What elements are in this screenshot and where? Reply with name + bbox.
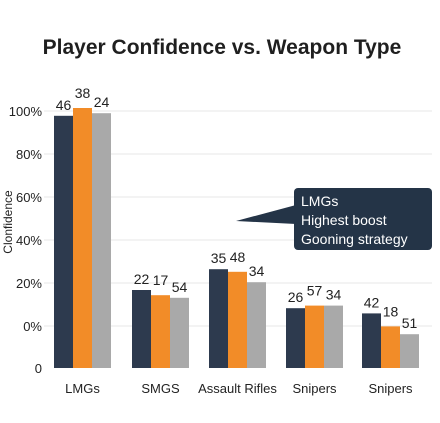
callout-line-2: Highest boost (301, 212, 387, 228)
category-label: Assault Rifles (198, 381, 277, 396)
data-label: 38 (75, 85, 91, 101)
category-label: SMGS (141, 381, 180, 396)
y-tick-label: 40% (16, 233, 42, 248)
y-tick-label: 0% (23, 319, 42, 334)
annotation-callout: LMGs Highest boost Gooning strategy (236, 188, 432, 250)
y-tick-label: 60% (16, 190, 42, 205)
bar (132, 290, 151, 368)
bar (228, 271, 247, 368)
bar (400, 334, 419, 368)
data-label: 24 (94, 94, 110, 110)
category-label: Snipers (368, 381, 413, 396)
data-label: 51 (402, 315, 418, 331)
y-axis-label: Clonfidence (1, 190, 15, 254)
bar (209, 269, 228, 368)
bar (73, 108, 92, 368)
y-tick-label: 0 (35, 361, 42, 376)
data-label: 26 (288, 289, 304, 305)
bar (170, 297, 189, 368)
bar (324, 305, 343, 368)
bar (362, 313, 381, 368)
callout-line-3: Gooning strategy (301, 231, 408, 247)
callout-pointer (236, 205, 296, 224)
category-label: LMGs (65, 381, 100, 396)
bars (54, 108, 419, 368)
callout-line-1: LMGs (301, 193, 338, 209)
data-label: 34 (326, 287, 342, 303)
data-label: 48 (230, 249, 246, 265)
bar (305, 305, 324, 368)
category-label: Snipers (292, 381, 337, 396)
category-labels: LMGs SMGS Assault Rifles Snipers Snipers (65, 381, 413, 396)
data-label: 17 (153, 272, 169, 288)
bar (286, 308, 305, 368)
data-label: 18 (383, 303, 399, 319)
chart-title: Player Confidence vs. Weapon Type (43, 36, 402, 59)
y-tick-label: 80% (16, 147, 42, 162)
callout-box (294, 188, 432, 250)
bar (54, 115, 73, 368)
bar (92, 113, 111, 368)
data-label: 57 (307, 283, 323, 299)
data-label: 42 (364, 294, 380, 310)
bar (381, 326, 400, 368)
bar (247, 282, 266, 368)
data-label: 54 (172, 279, 188, 295)
y-tick-labels: 0 0% 20% 40% 60% 80% 100% (9, 104, 43, 376)
data-label: 46 (56, 97, 72, 113)
y-tick-label: 100% (9, 104, 43, 119)
data-label: 35 (211, 250, 227, 266)
data-label: 34 (249, 263, 265, 279)
data-label: 22 (134, 271, 150, 287)
bar (151, 295, 170, 368)
y-tick-label: 20% (16, 276, 42, 291)
